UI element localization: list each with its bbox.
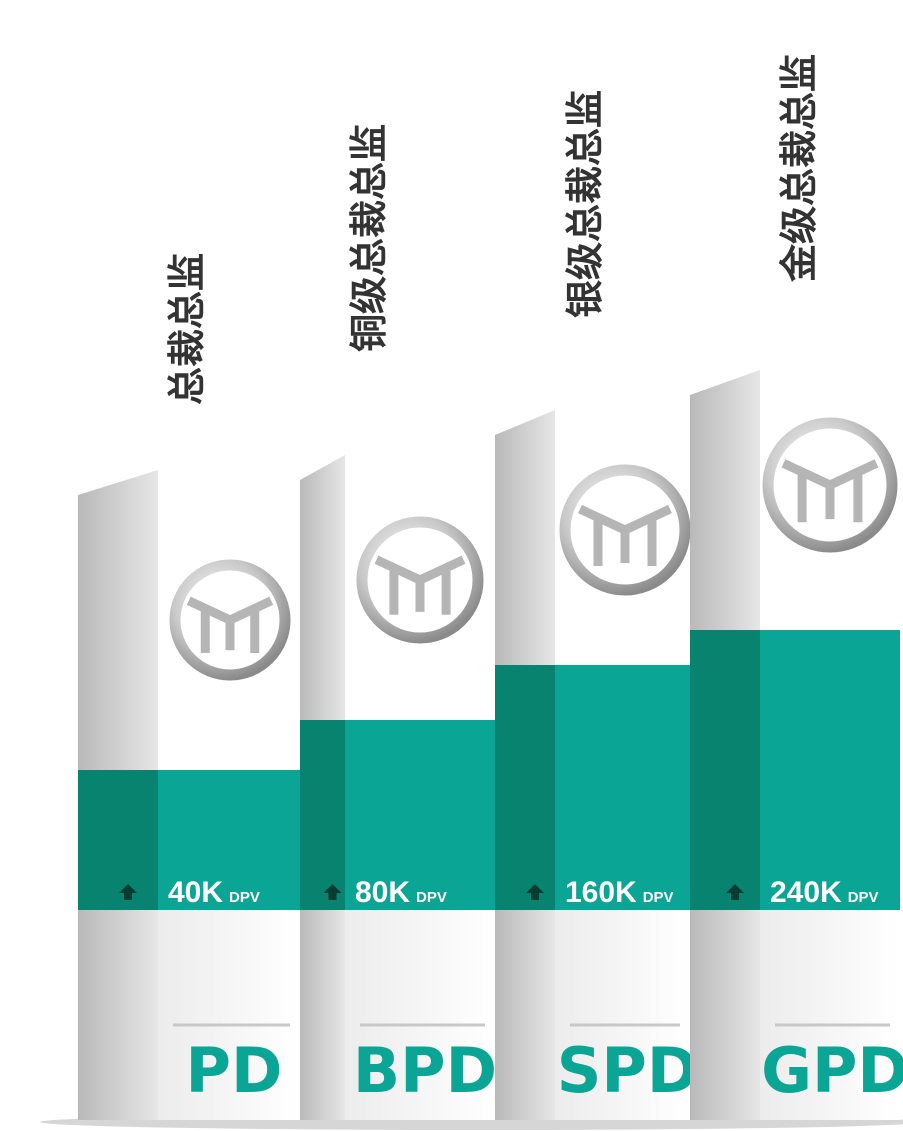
level-column: 铜级总裁总监 80K DPV BPD	[300, 124, 497, 1120]
level-code: GPD	[761, 1034, 903, 1107]
level-title: 金级总裁总监	[777, 54, 821, 283]
level-column: 银级总裁总监 160K DPV SPD	[495, 90, 698, 1120]
amount-unit: DPV	[643, 889, 674, 906]
green-front	[760, 630, 900, 910]
green-side	[300, 720, 345, 910]
level-code: SPD	[557, 1034, 699, 1107]
upper-side	[495, 410, 555, 665]
amount: 40K	[168, 876, 223, 909]
level-code: PD	[186, 1034, 283, 1107]
upper-side	[690, 370, 760, 630]
amount-unit: DPV	[229, 889, 260, 906]
level-title: 总裁总监	[165, 253, 209, 405]
upper-side	[300, 455, 345, 720]
base-side	[495, 910, 555, 1120]
level-code: BPD	[353, 1034, 497, 1107]
amount-unit: DPV	[848, 889, 879, 906]
level-title: 铜级总裁总监	[347, 124, 391, 352]
levels-graphic: 总裁总监 40K DPV PD 铜级总裁总监 80K DPV BPD 银级总裁总监 160K DPV…	[0, 0, 903, 1131]
green-front	[555, 665, 690, 910]
amount-unit: DPV	[416, 889, 447, 906]
green-side	[495, 665, 555, 910]
amount: 80K	[355, 876, 410, 909]
level-title: 银级总裁总监	[563, 90, 607, 318]
green-side	[690, 630, 760, 910]
green-side	[78, 770, 158, 910]
base-side	[78, 910, 158, 1120]
base-side	[690, 910, 760, 1120]
level-column: 金级总裁总监 240K DPV GPD	[690, 54, 903, 1120]
amount: 240K	[770, 876, 842, 909]
base-side	[300, 910, 345, 1120]
level-column: 总裁总监 40K DPV PD	[78, 253, 300, 1120]
upper-side	[78, 470, 158, 770]
amount: 160K	[565, 876, 637, 909]
